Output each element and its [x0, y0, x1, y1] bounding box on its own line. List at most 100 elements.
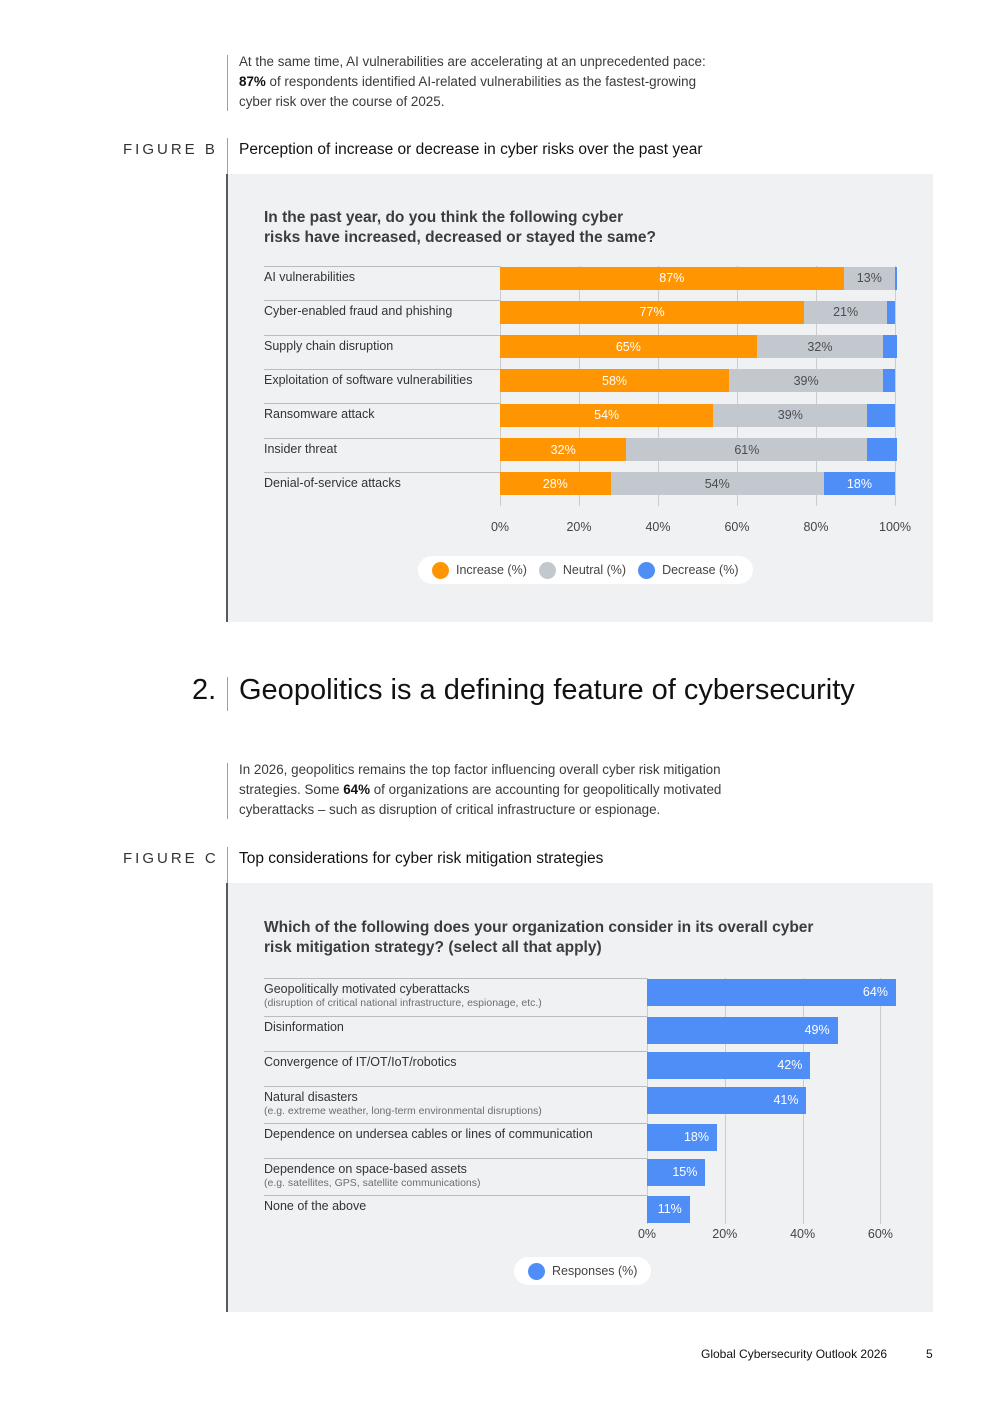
data-label: 77%	[639, 305, 665, 320]
question-line: In the past year, do you think the follo…	[264, 209, 624, 226]
category-label: Denial-of-service attacks	[264, 475, 401, 490]
bar-segment	[843, 266, 895, 290]
page-number: 5	[926, 1347, 933, 1361]
bar-segment	[500, 472, 611, 496]
x-tick-label: 40%	[645, 520, 671, 534]
panel-rule	[226, 174, 228, 622]
row-divider	[264, 978, 647, 979]
bar-segment	[867, 438, 897, 461]
category-label: Natural disasters	[264, 1090, 358, 1104]
category-label: Insider threat	[264, 441, 337, 456]
data-label: 15%	[672, 1165, 698, 1179]
legend-item: Decrease (%)	[638, 561, 739, 579]
category-label: None of the above	[264, 1199, 367, 1213]
x-tick-label: 0%	[490, 520, 510, 534]
row-divider	[264, 1123, 647, 1124]
category-label: Convergence of IT/OT/IoT/robotics	[264, 1055, 457, 1069]
bar	[647, 1087, 807, 1114]
data-label: 32%	[807, 339, 833, 354]
data-label: 13%	[856, 271, 882, 285]
intro-paragraph: In 2026, geopolitics remains the top fac…	[239, 760, 721, 820]
margin-rule	[227, 138, 228, 174]
footer-title: Global Cybersecurity Outlook 2026	[701, 1347, 888, 1361]
bar	[647, 1017, 838, 1044]
chart-legend: Responses (%)	[514, 1257, 652, 1285]
intro-line: cyber risk over the course of 2025.	[239, 94, 445, 109]
data-label: 32%	[550, 442, 576, 457]
intro-line: strategies. Some 64% of organizations ar…	[239, 780, 721, 800]
x-tick-label: 0%	[637, 1227, 657, 1241]
figure-title: Top considerations for cyber risk mitiga…	[239, 850, 604, 867]
bar-segment	[887, 300, 895, 324]
row-divider	[264, 300, 500, 302]
x-tick-label: 80%	[803, 520, 829, 534]
intro-line: At the same time, AI vulnerabilities are…	[239, 54, 706, 69]
data-label: 64%	[862, 985, 888, 999]
question-line: risks have increased, decreased or staye…	[264, 229, 657, 246]
chart-panel	[228, 883, 933, 1312]
row-divider	[264, 334, 500, 336]
legend-label: Decrease (%)	[662, 563, 739, 577]
gridline	[895, 266, 896, 507]
margin-rule	[227, 847, 228, 883]
figure-title: Perception of increase or decrease in cy…	[239, 141, 703, 158]
category-label: Dependence on space-based assets	[264, 1162, 467, 1176]
data-label: 58%	[602, 373, 628, 388]
bar-segment	[610, 472, 824, 496]
data-label: 28%	[542, 476, 568, 491]
data-label: 18%	[846, 476, 872, 491]
data-label: 39%	[777, 408, 803, 423]
bar-segment	[729, 369, 884, 393]
intro-line: cyberattacks – such as disruption of cri…	[239, 802, 661, 817]
row-divider	[264, 1158, 647, 1159]
margin-rule	[227, 677, 228, 711]
legend-swatch	[538, 561, 556, 579]
category-label: Disinformation	[264, 1020, 344, 1034]
bar	[647, 1052, 811, 1079]
x-tick-label: 100%	[879, 520, 911, 534]
x-tick-label: 60%	[724, 520, 750, 534]
margin-rule	[227, 763, 228, 819]
row-divider	[264, 471, 500, 473]
data-label: 42%	[777, 1058, 803, 1072]
intro-highlight: 87%	[239, 74, 266, 89]
category-label: AI vulnerabilities	[264, 270, 356, 284]
legend-item: Responses (%)	[528, 1262, 637, 1280]
chart-question: In the past year, do you think the follo…	[264, 208, 656, 248]
data-label: 41%	[773, 1093, 799, 1107]
row-divider	[264, 1195, 647, 1196]
bar-segment	[500, 300, 805, 324]
category-note: (e.g. extreme weather, long-term environ…	[264, 1105, 542, 1117]
intro-highlight: 64%	[343, 782, 371, 797]
category-label: Supply chain disruption	[264, 338, 394, 353]
legend-swatch	[432, 561, 449, 579]
bar-segment	[895, 266, 897, 290]
bar-segment	[804, 300, 888, 324]
bar	[647, 1196, 690, 1223]
row-divider	[264, 403, 500, 405]
intro-paragraph: At the same time, AI vulnerabilities are…	[239, 52, 706, 112]
question-line: Which of the following does your organiz…	[264, 919, 814, 936]
bar-segment	[867, 403, 895, 427]
row-divider	[264, 437, 500, 439]
intro-line: 87% of respondents identified AI-related…	[239, 72, 706, 92]
bar-segment	[500, 438, 627, 461]
chart-legend: Increase (%) Neutral (%) Decrease (%)	[418, 556, 753, 584]
legend-item: Increase (%)	[432, 561, 527, 579]
intro-line-rest: of respondents identified AI-related vul…	[265, 74, 697, 89]
bar	[647, 1159, 706, 1186]
data-label: 61%	[734, 442, 760, 457]
legend-swatch	[528, 1262, 545, 1280]
category-label: Dependence on undersea cables or lines o…	[264, 1127, 593, 1141]
row-divider	[264, 1086, 647, 1087]
bar	[647, 979, 896, 1006]
row-divider	[264, 368, 500, 370]
intro-line-rest: of organizations are accounting for geop…	[370, 782, 722, 797]
legend-item: Neutral (%)	[538, 561, 627, 579]
category-note: (e.g. satellites, GPS, satellite communi…	[264, 1177, 481, 1189]
bar-segment	[883, 335, 897, 359]
category-label: Cyber-enabled fraud and phishing	[264, 304, 453, 319]
legend-label: Increase (%)	[456, 563, 527, 577]
row-divider	[264, 1016, 647, 1017]
legend-label: Neutral (%)	[562, 563, 627, 577]
